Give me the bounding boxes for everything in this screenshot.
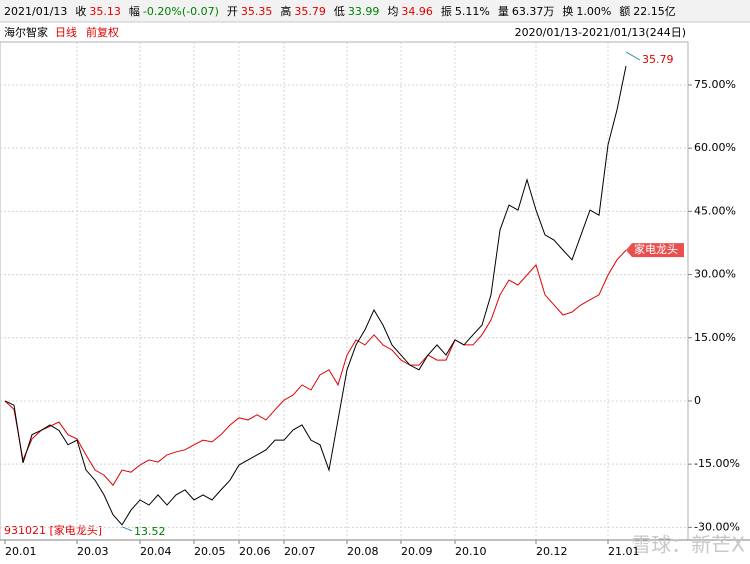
- x-tick-label: 20.10: [455, 545, 487, 558]
- x-tick-label: 20.05: [194, 545, 226, 558]
- info-label: 换: [562, 4, 573, 18]
- index-label: 931021 [家电龙头]: [4, 523, 102, 537]
- series-line: [4, 249, 627, 487]
- series-line: [4, 65, 627, 526]
- info-value: 35.35: [241, 5, 273, 18]
- high-label: 35.79: [642, 53, 674, 66]
- info-label: 高: [280, 4, 291, 18]
- y-tick-label: -30.00%: [694, 520, 740, 533]
- x-tick-label: 20.12: [536, 545, 568, 558]
- info-value: 33.99: [348, 5, 380, 18]
- x-tick-label: 20.04: [140, 545, 172, 558]
- x-tick-label: 21.01: [608, 545, 640, 558]
- info-value: 34.96: [401, 5, 433, 18]
- stock-name: 海尔智家: [4, 25, 48, 39]
- x-axis-strip: [0, 540, 750, 564]
- low-arrow: [121, 526, 133, 532]
- high-arrow: [625, 51, 641, 61]
- x-tick-label: 20.07: [284, 545, 316, 558]
- adjust: 前复权: [86, 25, 119, 39]
- info-label: 振: [441, 4, 452, 18]
- watermark: 雪球：新芒X: [631, 533, 745, 557]
- range-label: 2020/01/13-2021/01/13(244日): [515, 26, 686, 39]
- period: 日线: [55, 25, 77, 39]
- y-tick-label: 45.00%: [694, 204, 736, 217]
- info-value: 1.00%: [576, 5, 611, 18]
- info-value: 63.37万: [512, 5, 555, 18]
- info-label: 量: [498, 5, 509, 18]
- info-label: 开: [227, 5, 238, 18]
- y-tick-label: 0: [694, 394, 701, 407]
- y-tick-label: 15.00%: [694, 331, 736, 344]
- y-tick-label: 75.00%: [694, 78, 736, 91]
- low-label: 13.52: [134, 525, 166, 538]
- series-tag: 家电龙头: [634, 242, 678, 256]
- info-value: 35.79: [294, 5, 326, 18]
- info-label: 均: [387, 5, 398, 18]
- x-tick-label: 20.08: [347, 545, 379, 558]
- info-date: 2021/01/13: [4, 5, 67, 18]
- x-tick-label: 20.06: [239, 545, 271, 558]
- x-tick-label: 20.09: [401, 545, 433, 558]
- info-label: 额: [619, 5, 630, 18]
- info-label: 幅: [129, 5, 140, 18]
- info-value: 35.13: [89, 5, 121, 18]
- info-label: 低: [334, 5, 345, 18]
- info-value: 5.11%: [455, 5, 490, 18]
- info-value: 22.15亿: [633, 5, 676, 18]
- x-tick-label: 20.01: [5, 545, 37, 558]
- plot-frame: [0, 41, 689, 541]
- y-tick-label: 30.00%: [694, 268, 736, 281]
- info-label: 收: [75, 4, 86, 18]
- info-text: 2021/01/13 收 35.13 幅 -0.20%(-0.07) 开 35.35 高 35.…: [4, 4, 676, 18]
- x-tick-label: 20.03: [77, 545, 109, 558]
- info-bar: [0, 0, 750, 22]
- info-value: -0.20%(-0.07): [143, 5, 219, 18]
- y-tick-label: 60.00%: [694, 141, 736, 154]
- y-tick-label: -15.00%: [694, 457, 740, 470]
- series-tag-bg: [626, 243, 684, 258]
